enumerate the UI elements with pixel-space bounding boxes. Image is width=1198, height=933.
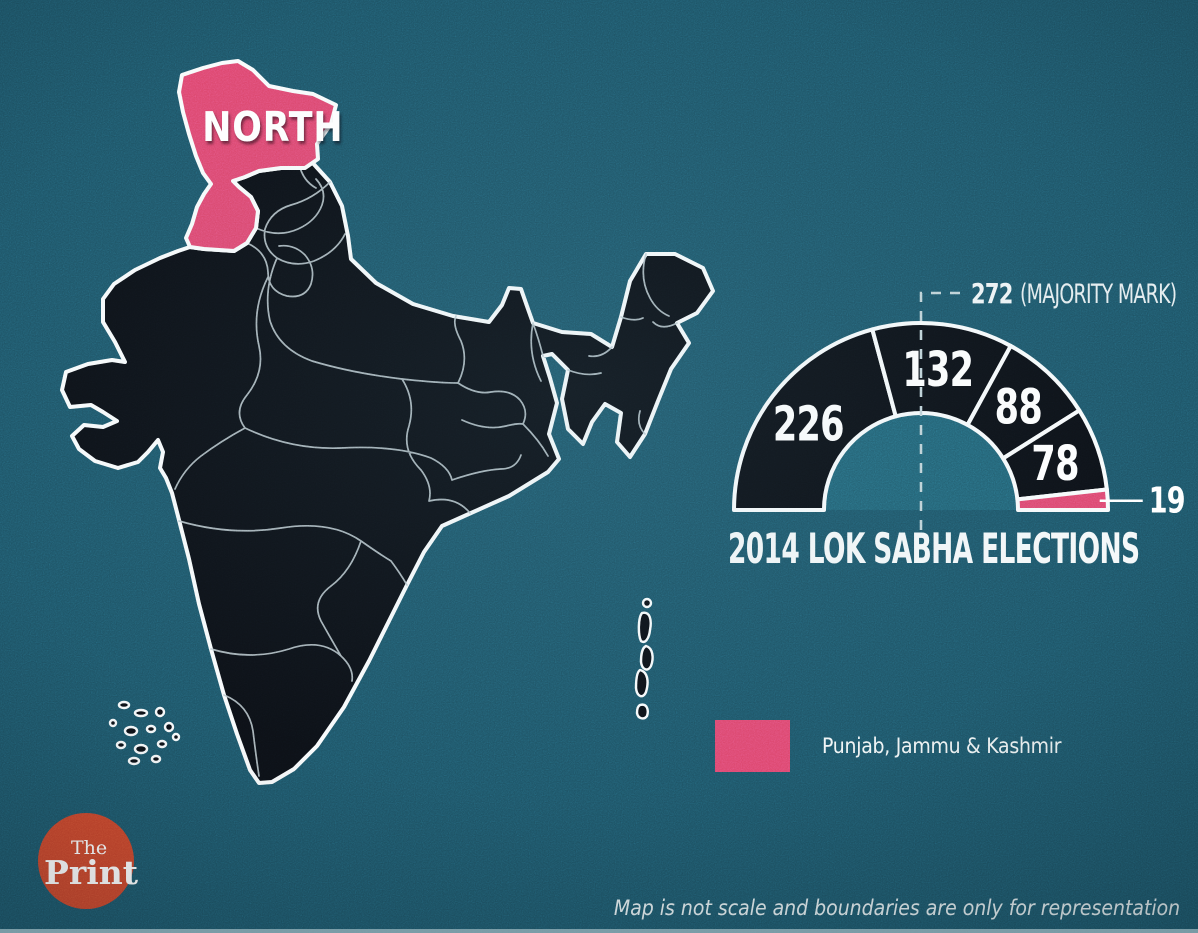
north-region-highlight	[177, 59, 338, 253]
gauge-value-226: 226	[773, 396, 844, 452]
bottom-edge-strip	[0, 929, 1198, 933]
state-borders	[174, 163, 678, 777]
andaman-nicobar-islands	[634, 597, 654, 720]
lakshadweep-islands	[108, 700, 181, 766]
legend-swatch	[715, 720, 790, 772]
legend: Punjab, Jammu & Kashmir	[715, 720, 1088, 772]
theprint-logo: The Print	[38, 813, 138, 909]
gauge-segment-226	[732, 327, 898, 512]
logo-text-print: Print	[44, 853, 138, 892]
gauge-value-88: 88	[995, 379, 1042, 435]
gauge-segment-19	[1015, 487, 1110, 512]
majority-value-label: 272	[971, 277, 1013, 310]
footer-note: Map is not scale and boundaries are only…	[613, 896, 1180, 920]
gauge-callouts: 19	[1099, 479, 1186, 522]
chart-title: 2014 LOK SABHA ELECTIONS	[728, 524, 1140, 573]
majority-dashed-line	[919, 291, 967, 530]
gauge-value-78: 78	[1031, 436, 1078, 492]
north-region-label: NORTH	[202, 103, 344, 151]
india-mainland	[60, 158, 715, 785]
gauge-value-19: 19	[1149, 479, 1185, 522]
majority-suffix-label: (MAJORITY MARK)	[1020, 279, 1176, 310]
gauge-value-132: 132	[902, 341, 973, 397]
gauge-segment-132	[870, 321, 1013, 427]
gauge-segment-88	[965, 343, 1082, 461]
gauge-hole	[824, 413, 1018, 510]
legend-label: Punjab, Jammu & Kashmir	[822, 734, 1062, 758]
gauge-segment-78	[1001, 408, 1109, 502]
